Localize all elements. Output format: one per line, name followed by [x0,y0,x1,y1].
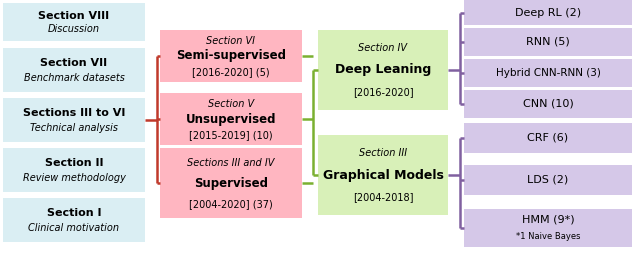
FancyBboxPatch shape [464,59,632,87]
Text: Section VI: Section VI [207,37,255,46]
FancyBboxPatch shape [160,148,302,218]
Text: Unsupervised: Unsupervised [186,112,276,126]
Text: Section VIII: Section VIII [38,11,109,21]
Text: [2004-2020] (37): [2004-2020] (37) [189,199,273,209]
Text: Graphical Models: Graphical Models [323,169,444,182]
Text: Supervised: Supervised [194,176,268,190]
FancyBboxPatch shape [318,30,448,110]
Text: Section VII: Section VII [40,58,108,68]
Text: CRF (6): CRF (6) [527,133,568,143]
Text: RNN (5): RNN (5) [526,37,570,47]
Text: *1 Naive Bayes: *1 Naive Bayes [516,232,580,241]
FancyBboxPatch shape [464,0,632,25]
Text: Review methodology: Review methodology [22,173,125,183]
FancyBboxPatch shape [3,148,145,192]
Text: Sections III and IV: Sections III and IV [188,159,275,168]
Text: Semi-supervised: Semi-supervised [176,49,286,62]
Text: CNN (10): CNN (10) [523,99,573,109]
Text: [2004-2018]: [2004-2018] [353,192,413,202]
Text: Section III: Section III [359,148,407,159]
FancyBboxPatch shape [3,48,145,92]
FancyBboxPatch shape [318,135,448,215]
FancyBboxPatch shape [464,165,632,195]
Text: Clinical motivation: Clinical motivation [29,223,120,233]
FancyBboxPatch shape [464,123,632,153]
Text: HMM (9*): HMM (9*) [522,215,574,225]
Text: LDS (2): LDS (2) [527,175,568,185]
FancyBboxPatch shape [3,3,145,41]
FancyBboxPatch shape [464,90,632,118]
Text: [2015-2019] (10): [2015-2019] (10) [189,130,273,140]
FancyBboxPatch shape [3,98,145,142]
Text: Discussion: Discussion [48,24,100,34]
Text: Benchmark datasets: Benchmark datasets [24,73,124,83]
Text: [2016-2020]: [2016-2020] [353,87,413,97]
FancyBboxPatch shape [160,93,302,145]
Text: Deep Leaning: Deep Leaning [335,63,431,76]
FancyBboxPatch shape [464,209,632,247]
Text: Technical analysis: Technical analysis [30,123,118,133]
Text: [2016-2020] (5): [2016-2020] (5) [192,67,270,77]
FancyBboxPatch shape [3,198,145,242]
Text: Section IV: Section IV [358,44,408,53]
FancyBboxPatch shape [464,28,632,56]
Text: Sections III to VI: Sections III to VI [23,108,125,118]
Text: Section II: Section II [45,158,103,168]
FancyBboxPatch shape [160,30,302,82]
Text: Section I: Section I [47,208,101,218]
Text: Deep RL (2): Deep RL (2) [515,8,581,18]
Text: Section V: Section V [208,99,254,110]
Text: Hybrid CNN-RNN (3): Hybrid CNN-RNN (3) [495,68,600,78]
